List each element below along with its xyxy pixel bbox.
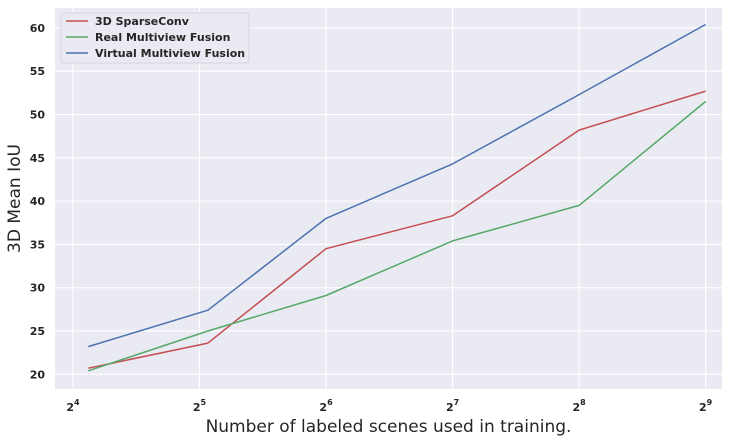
x-tick-label: 24: [66, 398, 80, 414]
y-tick-label: 45: [30, 152, 45, 165]
y-tick-label: 40: [30, 195, 46, 208]
x-tick-base: 2: [446, 401, 454, 414]
x-tick-label: 28: [572, 398, 586, 414]
legend-entry: Real Multiview Fusion: [95, 31, 230, 44]
y-tick-label: 20: [30, 368, 46, 381]
series-line-2: [88, 23, 706, 348]
x-tick-label: 26: [319, 398, 333, 414]
grid: [55, 8, 722, 389]
x-tick-exponent: 8: [580, 398, 586, 407]
x-tick-base: 2: [66, 401, 74, 414]
x-tick-label: 27: [446, 398, 459, 414]
y-tick-label: 35: [30, 238, 45, 251]
x-tick-labels: 24 25 26 27 28 29: [66, 398, 712, 414]
y-tick-label: 25: [30, 325, 45, 338]
x-tick-label: 29: [699, 398, 713, 414]
x-tick-base: 2: [193, 401, 201, 414]
legend-entry: 3D SparseConv: [95, 15, 190, 28]
y-tick-label: 60: [30, 22, 46, 35]
y-axis-label: 3D Mean IoU: [5, 144, 25, 253]
x-tick-exponent: 7: [454, 398, 460, 407]
x-tick-label: 25: [193, 398, 207, 414]
x-tick-exponent: 5: [201, 398, 207, 407]
x-tick-exponent: 4: [74, 398, 80, 407]
x-tick-exponent: 6: [327, 398, 333, 407]
y-tick-label: 30: [30, 282, 46, 295]
series-lines: [88, 23, 707, 372]
plot-background: [55, 8, 722, 389]
y-tick-label: 55: [30, 65, 45, 78]
x-axis-label: Number of labeled scenes used in trainin…: [206, 417, 572, 437]
series-line-0: [88, 90, 706, 369]
x-tick-base: 2: [699, 401, 707, 414]
series-line-1: [88, 100, 707, 372]
y-tick-label: 50: [30, 109, 46, 122]
x-tick-base: 2: [319, 401, 327, 414]
legend: 3D SparseConv Real Multiview Fusion Virtua…: [60, 12, 250, 64]
legend-entry: Virtual Multiview Fusion: [95, 47, 245, 60]
legend-box: [60, 12, 250, 64]
y-tick-labels: 20 25 30 35 40 45 50 55 60: [30, 22, 46, 381]
x-tick-exponent: 9: [707, 398, 713, 407]
x-tick-base: 2: [572, 401, 580, 414]
